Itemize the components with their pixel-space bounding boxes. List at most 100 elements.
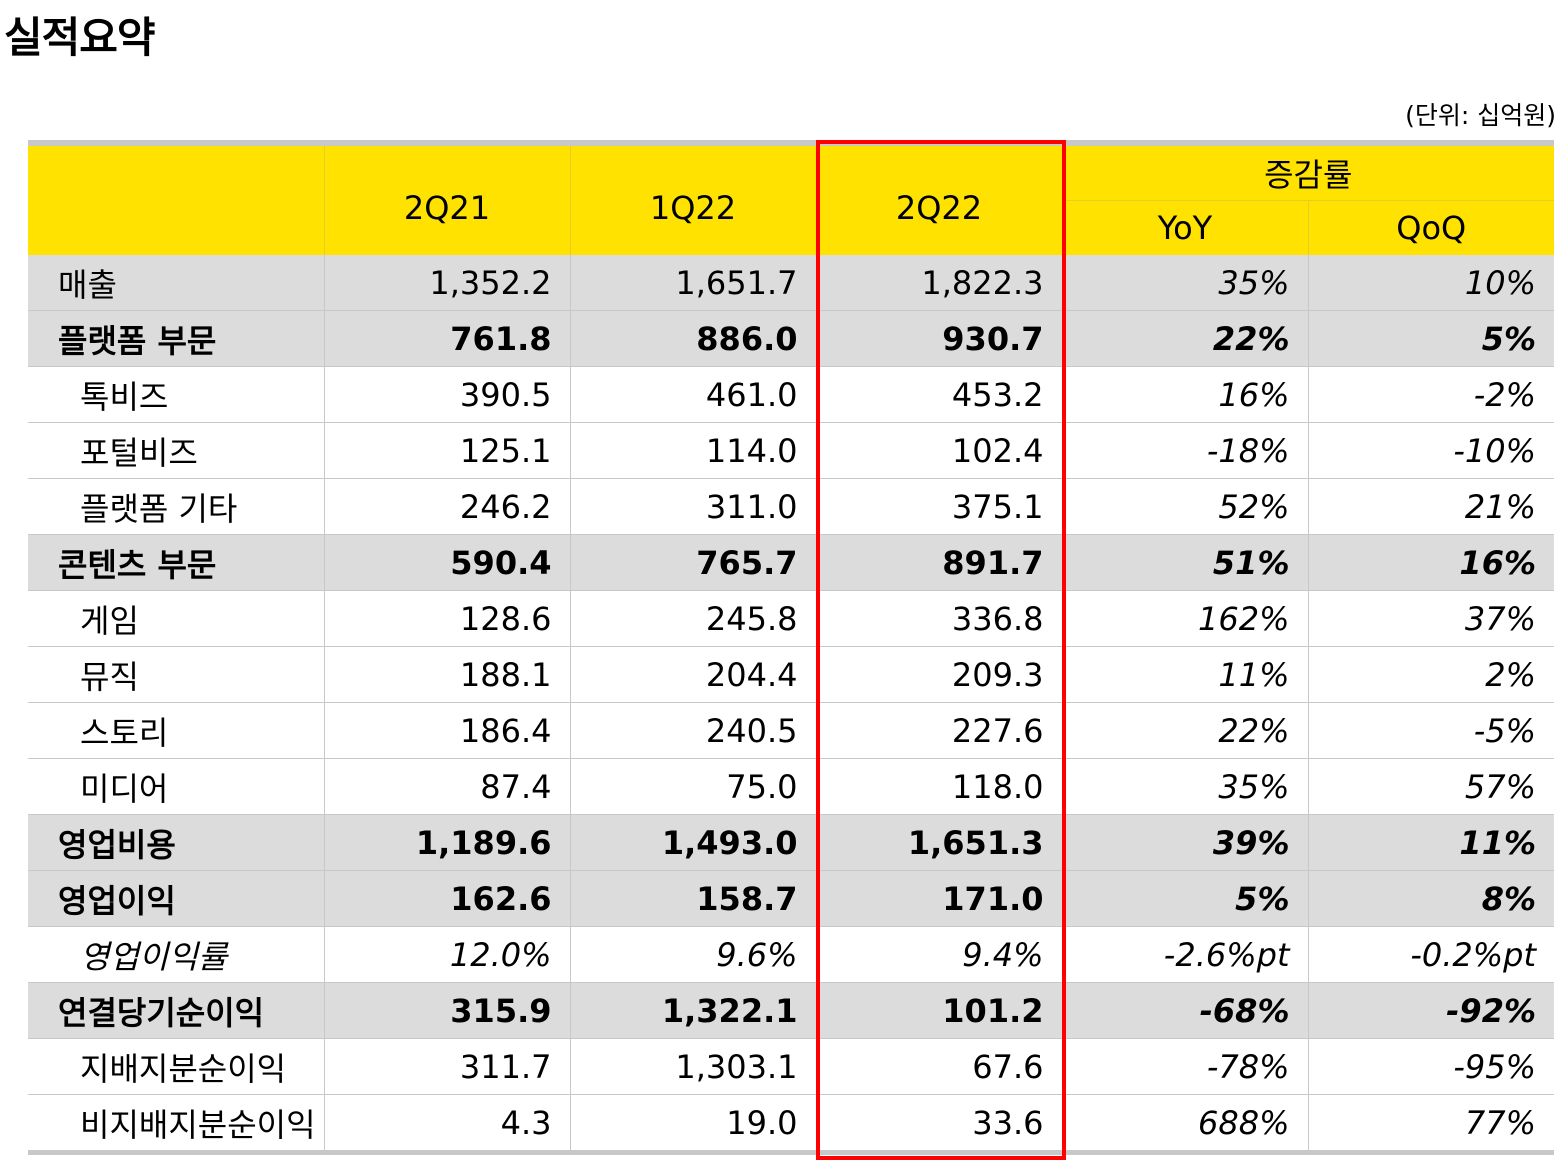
table-row: 플랫폼 부문 761.8 886.0 930.7 22% 5% <box>28 310 1555 367</box>
cell-qoq: -0.2%pt <box>1308 926 1555 983</box>
cell-2q21: 188.1 <box>324 646 571 703</box>
cell-2q21: 186.4 <box>324 702 571 759</box>
table-row: 영업비용 1,189.6 1,493.0 1,651.3 39% 11% <box>28 814 1555 871</box>
table-row: 플랫폼 기타 246.2 311.0 375.1 52% 21% <box>28 478 1555 535</box>
cell-1q22: 245.8 <box>570 590 817 647</box>
cell-yoy: 16% <box>1062 366 1309 423</box>
cell-1q22: 1,651.7 <box>570 255 817 311</box>
cell-qoq: 16% <box>1308 534 1555 591</box>
cell-qoq: -5% <box>1308 702 1555 759</box>
cell-qoq: 77% <box>1308 1094 1555 1153</box>
cell-1q22: 114.0 <box>570 422 817 479</box>
cell-2q21: 311.7 <box>324 1038 571 1095</box>
cell-1q22: 204.4 <box>570 646 817 703</box>
cell-qoq: 5% <box>1308 310 1555 367</box>
header-qoq: QoQ <box>1308 200 1555 255</box>
cell-2q21: 162.6 <box>324 870 571 927</box>
cell-2q22: 227.6 <box>816 702 1063 759</box>
cell-qoq: 37% <box>1308 590 1555 647</box>
cell-1q22: 1,493.0 <box>570 814 817 871</box>
header-label-cell <box>28 143 325 255</box>
table-row: 영업이익률 12.0% 9.6% 9.4% -2.6%pt -0.2%pt <box>28 926 1555 983</box>
header-2q21: 2Q21 <box>324 143 571 255</box>
unit-note: (단위: 십억원) <box>1405 101 1556 130</box>
row-label: 미디어 <box>28 758 325 815</box>
row-label: 지배지분순이익 <box>28 1038 325 1095</box>
table-row: 톡비즈 390.5 461.0 453.2 16% -2% <box>28 366 1555 423</box>
row-label: 영업이익 <box>28 870 325 927</box>
cell-2q22: 209.3 <box>816 646 1063 703</box>
cell-yoy: 22% <box>1062 702 1309 759</box>
cell-yoy: -78% <box>1062 1038 1309 1095</box>
cell-qoq: 11% <box>1308 814 1555 871</box>
cell-2q21: 390.5 <box>324 366 571 423</box>
cell-qoq: 8% <box>1308 870 1555 927</box>
row-label: 스토리 <box>28 702 325 759</box>
row-label: 연결당기순이익 <box>28 982 325 1039</box>
cell-2q21: 4.3 <box>324 1094 571 1153</box>
cell-yoy: 22% <box>1062 310 1309 367</box>
header-yoy: YoY <box>1062 200 1309 255</box>
row-label: 뮤직 <box>28 646 325 703</box>
cell-2q21: 590.4 <box>324 534 571 591</box>
table-row: 매출 1,352.2 1,651.7 1,822.3 35% 10% <box>28 255 1555 311</box>
cell-qoq: 57% <box>1308 758 1555 815</box>
cell-yoy: -18% <box>1062 422 1309 479</box>
table-row: 연결당기순이익 315.9 1,322.1 101.2 -68% -92% <box>28 982 1555 1039</box>
header-2q22: 2Q22 <box>816 143 1063 255</box>
page-title: 실적요약 <box>4 13 156 62</box>
cell-yoy: 11% <box>1062 646 1309 703</box>
cell-yoy: 5% <box>1062 870 1309 927</box>
cell-qoq: -2% <box>1308 366 1555 423</box>
row-label: 비지배지분순이익 <box>28 1094 325 1153</box>
cell-qoq: 2% <box>1308 646 1555 703</box>
header-1q22: 1Q22 <box>570 143 817 255</box>
results-summary-table-wrap: 2Q21 1Q22 2Q22 증감률 YoY QoQ 매출 1,352.2 1,… <box>28 140 1555 1155</box>
cell-yoy: 52% <box>1062 478 1309 535</box>
row-label: 플랫폼 기타 <box>28 478 325 535</box>
cell-1q22: 886.0 <box>570 310 817 367</box>
cell-1q22: 240.5 <box>570 702 817 759</box>
cell-2q21: 128.6 <box>324 590 571 647</box>
cell-2q21: 315.9 <box>324 982 571 1039</box>
cell-yoy: 162% <box>1062 590 1309 647</box>
row-label: 매출 <box>28 255 325 311</box>
results-summary-table: 2Q21 1Q22 2Q22 증감률 YoY QoQ 매출 1,352.2 1,… <box>28 140 1555 1155</box>
cell-1q22: 19.0 <box>570 1094 817 1153</box>
cell-1q22: 311.0 <box>570 478 817 535</box>
table-row: 비지배지분순이익 4.3 19.0 33.6 688% 77% <box>28 1094 1555 1153</box>
row-label: 플랫폼 부문 <box>28 310 325 367</box>
cell-2q22: 930.7 <box>816 310 1063 367</box>
header-growth: 증감률 <box>1062 143 1555 201</box>
cell-2q21: 87.4 <box>324 758 571 815</box>
cell-1q22: 461.0 <box>570 366 817 423</box>
cell-qoq: -92% <box>1308 982 1555 1039</box>
cell-2q22: 101.2 <box>816 982 1063 1039</box>
row-label: 영업비용 <box>28 814 325 871</box>
cell-2q21: 761.8 <box>324 310 571 367</box>
cell-1q22: 158.7 <box>570 870 817 927</box>
cell-2q21: 1,189.6 <box>324 814 571 871</box>
cell-qoq: 21% <box>1308 478 1555 535</box>
row-label: 게임 <box>28 590 325 647</box>
cell-2q21: 1,352.2 <box>324 255 571 311</box>
cell-2q22: 33.6 <box>816 1094 1063 1153</box>
cell-2q21: 246.2 <box>324 478 571 535</box>
cell-1q22: 1,322.1 <box>570 982 817 1039</box>
cell-yoy: 51% <box>1062 534 1309 591</box>
table-row: 스토리 186.4 240.5 227.6 22% -5% <box>28 702 1555 759</box>
row-label: 영업이익률 <box>28 926 325 983</box>
cell-qoq: -95% <box>1308 1038 1555 1095</box>
cell-qoq: 10% <box>1308 255 1555 311</box>
cell-2q22: 336.8 <box>816 590 1063 647</box>
cell-1q22: 9.6% <box>570 926 817 983</box>
cell-2q22: 102.4 <box>816 422 1063 479</box>
cell-2q21: 125.1 <box>324 422 571 479</box>
cell-1q22: 75.0 <box>570 758 817 815</box>
table-row: 게임 128.6 245.8 336.8 162% 37% <box>28 590 1555 647</box>
cell-2q22: 891.7 <box>816 534 1063 591</box>
row-label: 포털비즈 <box>28 422 325 479</box>
cell-yoy: 688% <box>1062 1094 1309 1153</box>
cell-2q22: 171.0 <box>816 870 1063 927</box>
table-row: 포털비즈 125.1 114.0 102.4 -18% -10% <box>28 422 1555 479</box>
